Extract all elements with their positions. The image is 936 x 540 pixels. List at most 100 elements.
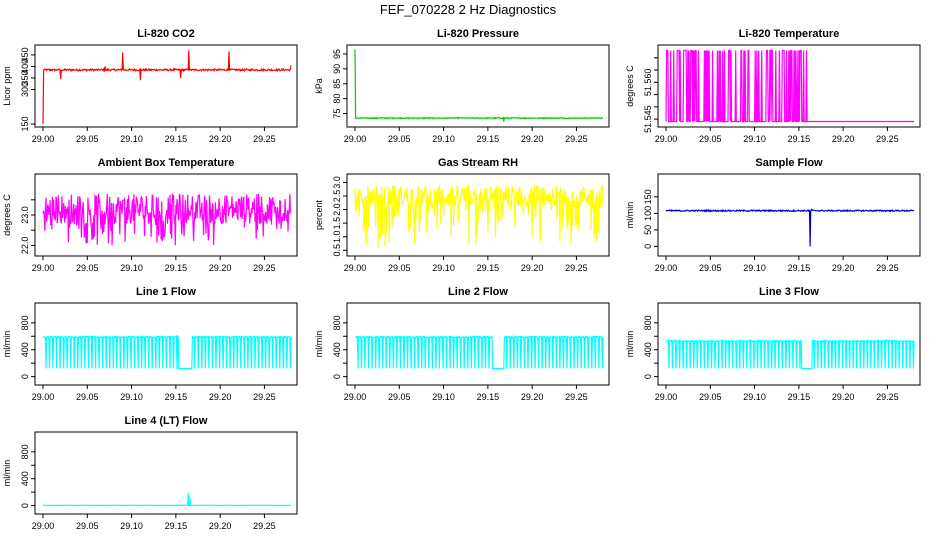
series-line [354,334,604,370]
y-tick-label: 51.545 [643,105,653,133]
y-axis-label: ml/min [2,331,12,358]
y-tick-label: 2.0 [332,203,342,216]
x-tick-label: 29.20 [832,263,855,273]
y-tick-label: 0 [332,374,342,379]
y-axis-label: percent [314,199,324,230]
x-tick-label: 29.25 [253,134,276,144]
series-line [665,49,914,123]
x-tick-label: 29.15 [788,263,811,273]
y-axis-label: kPa [314,78,324,94]
x-tick-label: 29.00 [344,392,367,402]
x-tick-label: 29.15 [477,134,500,144]
y-tick-label: 95 [332,49,342,59]
panel-5: Gas Stream RH 29.00 29.05 29.10 29.15 29.20 29… [314,157,610,273]
x-tick-label: 29.15 [477,392,500,402]
x-tick-label: 29.20 [832,392,855,402]
y-tick-label: 2.5 [332,190,342,203]
y-axis-label: ml/min [625,202,635,229]
x-tick-label: 29.25 [253,392,276,402]
y-axis-label: degrees C [625,65,635,107]
x-tick-label: 29.10 [120,392,143,402]
y-tick-label: 0 [643,374,653,379]
x-tick-label: 29.20 [209,392,232,402]
y-tick-label: 400 [332,342,342,357]
plot-frame [34,431,298,515]
x-tick-label: 29.00 [32,134,55,144]
panel-6: Sample Flow 29.00 29.05 29.10 29.15 29.20 29.2… [625,157,921,273]
panel-title: Line 2 Flow [448,286,508,298]
series-line [42,492,292,507]
plot-frame [657,302,921,386]
x-tick-label: 29.25 [565,263,588,273]
x-tick-label: 29.25 [565,392,588,402]
x-tick-label: 29.10 [432,263,455,273]
y-tick-label: 150 [20,116,30,131]
plot-frame [34,44,298,128]
x-tick-label: 29.00 [32,521,55,531]
y-tick-label: 80 [332,94,342,104]
x-tick-label: 29.05 [388,392,411,402]
x-tick-label: 29.05 [76,263,99,273]
panel-1: Li-820 CO2 29.00 29.05 29.10 29.15 29.20 29.25… [2,28,298,144]
panel-title: Sample Flow [755,157,823,169]
x-tick-label: 29.25 [876,134,899,144]
panel-3: Li-820 Temperature 29.00 29.05 29.10 29.15 29… [625,28,921,144]
y-tick-label: 0 [20,374,30,379]
y-tick-label: 0 [643,244,653,249]
panel-10: Line 4 (LT) Flow 29.00 29.05 29.10 29.15 29.2… [2,415,298,531]
y-tick-label: 800 [643,315,653,330]
x-tick-label: 29.15 [477,263,500,273]
series-line [42,193,292,246]
panel-title: Line 1 Flow [136,286,196,298]
x-tick-label: 29.00 [344,263,367,273]
series-line [666,338,915,370]
x-tick-label: 29.10 [432,134,455,144]
x-tick-label: 29.00 [344,134,367,144]
x-tick-label: 29.00 [32,263,55,273]
y-tick-label: 23.0 [20,206,30,224]
panel-title: Li-820 CO2 [137,28,194,40]
series-line [42,334,292,370]
series-line [42,50,292,125]
x-tick-label: 29.25 [253,263,276,273]
x-tick-label: 29.00 [32,392,55,402]
panel-title: Gas Stream RH [438,157,518,169]
y-tick-label: 400 [643,342,653,357]
panel-title: Line 3 Flow [759,286,819,298]
x-tick-label: 29.15 [165,392,188,402]
y-tick-label: 0 [20,503,30,508]
y-tick-label: 450 [20,47,30,62]
y-tick-label: 0.5 [332,244,342,257]
x-tick-label: 29.05 [76,392,99,402]
y-tick-label: 75 [332,109,342,119]
panel-8: Line 2 Flow 29.00 29.05 29.10 29.15 29.20 29.2… [314,286,610,402]
x-tick-label: 29.15 [165,521,188,531]
y-tick-label: 90 [332,64,342,74]
x-tick-label: 29.05 [699,263,722,273]
y-axis-label: Licor ppm [2,66,12,106]
x-tick-label: 29.10 [120,263,143,273]
x-tick-label: 29.05 [388,263,411,273]
plot-frame [657,173,921,257]
y-tick-label: 150 [643,189,653,204]
plot-frame [346,44,610,128]
y-tick-label: 350 [20,70,30,85]
x-tick-label: 29.00 [655,392,678,402]
x-tick-label: 29.10 [120,521,143,531]
y-tick-label: 22.0 [20,237,30,255]
panel-title: Line 4 (LT) Flow [125,415,208,427]
y-tick-label: 400 [20,342,30,357]
x-tick-label: 29.25 [876,392,899,402]
y-tick-label: 300 [20,82,30,97]
panel-9: Line 3 Flow 29.00 29.05 29.10 29.15 29.20 29.2… [625,286,921,402]
y-axis-label: degrees C [2,194,12,236]
x-tick-label: 29.20 [521,263,544,273]
y-tick-label: 100 [643,206,653,221]
y-axis-label: ml/min [2,460,12,487]
page-title: FEF_070228 2 Hz Diagnostics [379,2,557,17]
x-tick-label: 29.15 [788,134,811,144]
y-tick-label: 51.560 [643,69,653,97]
x-tick-label: 29.05 [76,521,99,531]
y-tick-label: 800 [332,315,342,330]
